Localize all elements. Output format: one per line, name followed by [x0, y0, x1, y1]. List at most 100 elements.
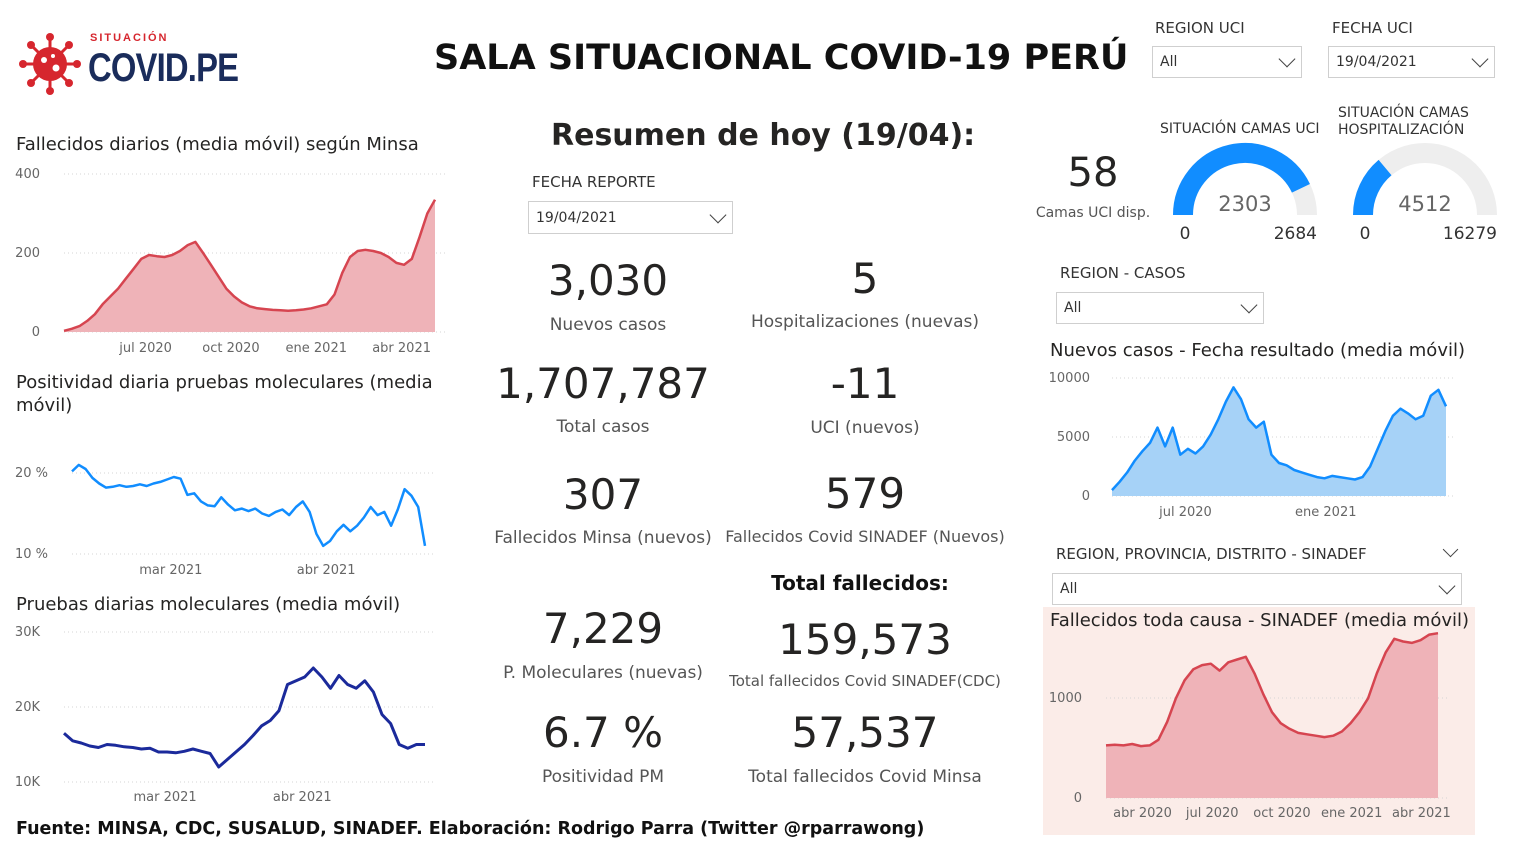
- page-title: SALA SITUACIONAL COVID-19 PERÚ: [434, 38, 1129, 78]
- sinadef-dropdown[interactable]: All: [1052, 573, 1462, 605]
- virus-icon: [19, 33, 81, 95]
- logo-wordmark: COVID.PE: [88, 46, 239, 90]
- x-tick-label: mar 2021: [133, 790, 196, 805]
- y-tick-label: 1000: [1049, 691, 1082, 706]
- kpi-fallecidos-minsa-label: Fallecidos Minsa (nuevos): [494, 528, 712, 548]
- fallecidos-chart-title: Fallecidos diarios (media móvil) según M…: [16, 134, 419, 155]
- fecha-reporte-value: 19/04/2021: [536, 209, 617, 226]
- x-tick-label: ene 2021: [286, 341, 347, 356]
- kpi-total-minsa-value: 57,537: [791, 708, 939, 757]
- series-line: [1111, 386, 1448, 491]
- kpi-positividad-label: Positividad PM: [541, 767, 665, 787]
- x-tick-label: abr 2021: [273, 790, 332, 805]
- series-line: [1105, 631, 1439, 748]
- region-casos-value: All: [1064, 300, 1082, 316]
- y-tick-label: 10000: [1049, 371, 1090, 386]
- x-tick-label: jul 2020: [118, 341, 172, 356]
- chevron-down-icon: [709, 206, 727, 223]
- summary-title: Resumen de hoy (19/04):: [551, 118, 976, 153]
- kpi-pruebas-moleculares-value: 7,229: [542, 604, 664, 653]
- uci-gauge-title: SITUACIÓN CAMAS UCI: [1160, 121, 1320, 137]
- chevron-down-icon: [1278, 50, 1296, 68]
- kpi-hospitalizaciones-label: Hospitalizaciones (nuevas): [751, 312, 979, 332]
- series-line: [71, 463, 427, 548]
- kpi-hospitalizaciones-value: 5: [851, 254, 879, 303]
- y-tick-label: 0: [1082, 489, 1090, 504]
- gauge-max-label: 2684: [1274, 224, 1317, 244]
- total-fallecidos-heading: Total fallecidos:: [771, 571, 949, 595]
- pruebas-chart: 30K 20K 10K mar 2021 abr 2021: [15, 625, 435, 805]
- kpi-nuevos-casos-value: 3,030: [547, 256, 669, 305]
- fecha-uci-dropdown[interactable]: 19/04/2021: [1328, 46, 1495, 78]
- x-tick-label: oct 2020: [1253, 806, 1310, 821]
- gauge-value-arc: [1353, 159, 1392, 216]
- camas-uci-disp-value: 58: [1067, 150, 1119, 196]
- chevron-down-icon: [1438, 577, 1456, 595]
- x-tick-label: abr 2021: [1392, 806, 1451, 821]
- kpi-fallecidos-minsa-value: 307: [562, 470, 644, 519]
- region-uci-label: REGION UCI: [1155, 19, 1245, 37]
- y-tick-label: 30K: [15, 625, 41, 640]
- hosp-gauge-title-line1: SITUACIÓN CAMAS: [1338, 105, 1469, 121]
- x-tick-label: jul 2020: [1158, 505, 1212, 520]
- gauge-min-label: 0: [1360, 224, 1371, 244]
- nuevos-casos-chart: 10000 5000 0 jul 2020 ene 2021: [1049, 371, 1456, 520]
- region-uci-dropdown[interactable]: All: [1152, 46, 1302, 78]
- x-tick-label: abr 2021: [297, 563, 356, 578]
- gauge-value-label: 4512: [1398, 192, 1451, 216]
- x-tick-label: ene 2021: [1321, 806, 1382, 821]
- positividad-title-line1: Positividad diaria pruebas moleculares (…: [16, 372, 433, 393]
- series-line: [63, 199, 437, 333]
- logo: SITUACIÓN COVID.PE: [18, 20, 239, 100]
- kpi-uci-label: UCI (nuevos): [810, 418, 920, 438]
- kpi-total-casos-value: 1,707,787: [496, 359, 710, 408]
- kpi-uci-value: -11: [830, 359, 900, 408]
- fecha-uci-value: 19/04/2021: [1336, 54, 1417, 70]
- y-tick-label: 10K: [15, 775, 41, 790]
- pruebas-chart-title: Pruebas diarias moleculares (media móvil…: [16, 594, 401, 615]
- series-line: [63, 666, 425, 769]
- fecha-reporte-dropdown[interactable]: 19/04/2021: [528, 201, 733, 234]
- sinadef-chart-title: Fallecidos toda causa - SINADEF (media m…: [1050, 610, 1470, 631]
- fallecidos-chart: 400 200 0 jul 2020 oct 2020 ene 2021 abr 2021: [15, 167, 445, 356]
- kpi-fallecidos-sinadef-value: 579: [824, 469, 906, 518]
- series-area: [1106, 633, 1438, 798]
- x-tick-label: mar 2021: [139, 563, 202, 578]
- positividad-chart: 20 % 10 % mar 2021 abr 2021: [15, 463, 435, 578]
- x-tick-label: abr 2021: [372, 341, 431, 356]
- kpi-pruebas-moleculares-label: P. Moleculares (nuevas): [503, 663, 703, 683]
- uci-gauge: 2303 0 2684: [1173, 143, 1317, 244]
- y-tick-label: 400: [15, 167, 40, 182]
- series-area: [1112, 387, 1446, 496]
- gauge-value-arc: [1173, 143, 1310, 216]
- y-tick-label: 10 %: [15, 547, 48, 562]
- kpi-positividad-value: 6.7 %: [542, 708, 664, 757]
- hosp-gauge-title: SITUACIÓN CAMAS HOSPITALIZACIÓN: [1338, 105, 1469, 139]
- sinadef-dropdown-value: All: [1060, 581, 1078, 597]
- y-tick-label: 5000: [1057, 430, 1090, 445]
- region-casos-dropdown[interactable]: All: [1056, 292, 1264, 324]
- y-tick-label: 20K: [15, 700, 41, 715]
- camas-uci-disp-label: Camas UCI disp.: [1035, 205, 1151, 221]
- y-tick-label: 0: [1074, 791, 1082, 806]
- sinadef-slicer-label: REGION, PROVINCIA, DISTRITO - SINADEF: [1056, 545, 1367, 563]
- chevron-down-icon: [1240, 296, 1258, 314]
- positividad-chart-title: Positividad diaria pruebas moleculares (…: [16, 371, 433, 417]
- chevron-down-icon[interactable]: [1442, 541, 1459, 558]
- positividad-title-line2: móvil): [16, 395, 73, 416]
- region-casos-label: REGION - CASOS: [1060, 264, 1186, 282]
- gauge-min-label: 0: [1180, 224, 1191, 244]
- sinadef-chart: 1000 0 abr 2020 jul 2020 oct 2020 ene 2021 abr…: [1049, 631, 1451, 821]
- y-tick-label: 20 %: [15, 466, 48, 481]
- region-uci-value: All: [1160, 54, 1178, 70]
- gauge-value-label: 2303: [1218, 192, 1271, 216]
- fecha-uci-label: FECHA UCI: [1332, 19, 1413, 37]
- logo-subtitle: SITUACIÓN: [90, 32, 169, 44]
- kpi-total-sinadef-value: 159,573: [778, 615, 952, 664]
- gauge-max-label: 16279: [1443, 224, 1497, 244]
- y-tick-label: 200: [15, 246, 40, 261]
- series-area: [64, 199, 435, 332]
- x-tick-label: oct 2020: [202, 341, 259, 356]
- footer-source: Fuente: MINSA, CDC, SUSALUD, SINADEF. El…: [16, 819, 925, 839]
- x-tick-label: abr 2020: [1113, 806, 1172, 821]
